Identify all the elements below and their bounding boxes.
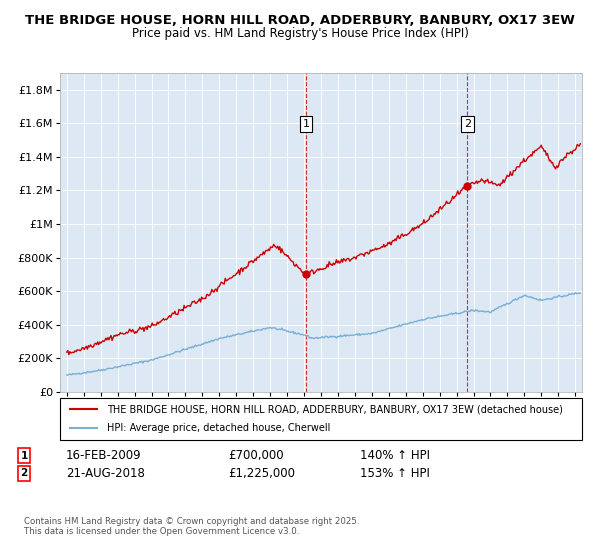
FancyBboxPatch shape xyxy=(60,398,582,440)
Text: 16-FEB-2009: 16-FEB-2009 xyxy=(66,449,142,463)
Text: 1: 1 xyxy=(302,119,310,129)
Text: 153% ↑ HPI: 153% ↑ HPI xyxy=(360,466,430,480)
Text: 1: 1 xyxy=(20,451,28,461)
Text: £1,225,000: £1,225,000 xyxy=(228,466,295,480)
Text: 140% ↑ HPI: 140% ↑ HPI xyxy=(360,449,430,463)
Text: THE BRIDGE HOUSE, HORN HILL ROAD, ADDERBURY, BANBURY, OX17 3EW: THE BRIDGE HOUSE, HORN HILL ROAD, ADDERB… xyxy=(25,14,575,27)
Text: 21-AUG-2018: 21-AUG-2018 xyxy=(66,466,145,480)
Text: 2: 2 xyxy=(20,468,28,478)
Text: Contains HM Land Registry data © Crown copyright and database right 2025.
This d: Contains HM Land Registry data © Crown c… xyxy=(24,517,359,536)
Text: 2: 2 xyxy=(464,119,471,129)
Text: Price paid vs. HM Land Registry's House Price Index (HPI): Price paid vs. HM Land Registry's House … xyxy=(131,27,469,40)
Text: THE BRIDGE HOUSE, HORN HILL ROAD, ADDERBURY, BANBURY, OX17 3EW (detached house): THE BRIDGE HOUSE, HORN HILL ROAD, ADDERB… xyxy=(107,404,563,414)
Text: £700,000: £700,000 xyxy=(228,449,284,463)
Text: HPI: Average price, detached house, Cherwell: HPI: Average price, detached house, Cher… xyxy=(107,423,331,433)
